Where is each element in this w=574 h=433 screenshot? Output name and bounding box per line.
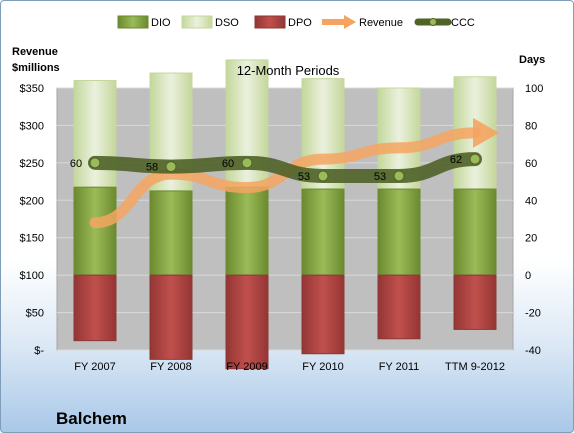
left-tick-label: $50 bbox=[26, 308, 44, 320]
right-tick-label: 60 bbox=[525, 158, 537, 170]
revenue-arrowhead bbox=[473, 117, 499, 148]
bar-dio bbox=[149, 190, 193, 276]
category-label: FY 2007 bbox=[74, 361, 115, 373]
legend-label-dpo: DPO bbox=[288, 17, 312, 29]
bar-dpo bbox=[73, 274, 117, 342]
right-tick-label: 20 bbox=[525, 233, 537, 245]
legend-label-dso: DSO bbox=[215, 17, 239, 29]
ccc-data-label: 60 bbox=[70, 158, 82, 170]
category-label: TTM 9-2012 bbox=[445, 361, 505, 373]
legend-swatch-dso bbox=[181, 15, 213, 29]
left-axis-label-line1: Revenue bbox=[12, 46, 58, 58]
ccc-data-label: 53 bbox=[298, 171, 310, 183]
ccc-data-label: 58 bbox=[146, 162, 158, 174]
series-line-ccc bbox=[88, 152, 482, 183]
bar-dio bbox=[453, 188, 497, 276]
bar-dpo bbox=[301, 274, 345, 355]
plot-area bbox=[56, 87, 514, 351]
legend-label-ccc: CCC bbox=[451, 17, 475, 29]
bar-dio bbox=[377, 188, 421, 276]
left-tick-label: $- bbox=[34, 345, 44, 357]
bar-dpo bbox=[149, 274, 193, 360]
ccc-point bbox=[89, 157, 101, 169]
ccc-point bbox=[165, 161, 177, 173]
legend-label-revenue: Revenue bbox=[359, 17, 403, 29]
right-tick-label: 40 bbox=[525, 195, 537, 207]
ccc-point bbox=[469, 153, 481, 165]
left-tick-label: $250 bbox=[20, 158, 44, 170]
bar-dio bbox=[225, 186, 269, 276]
ccc-point bbox=[393, 170, 405, 182]
category-label: FY 2010 bbox=[302, 361, 343, 373]
ccc-point bbox=[241, 157, 253, 169]
left-tick-label: $100 bbox=[20, 270, 44, 282]
company-name: Balchem bbox=[56, 409, 127, 428]
legend-swatch-dio bbox=[117, 15, 149, 29]
bar-dpo bbox=[225, 274, 269, 370]
left-tick-label: $150 bbox=[20, 233, 44, 245]
right-tick-label: -20 bbox=[525, 308, 541, 320]
right-tick-label: 80 bbox=[525, 120, 537, 132]
category-label: FY 2008 bbox=[150, 361, 191, 373]
bar-dio bbox=[301, 188, 345, 276]
right-tick-label: 100 bbox=[525, 83, 543, 95]
legend-swatch-dpo bbox=[254, 15, 286, 29]
ccc-data-label: 60 bbox=[222, 158, 234, 170]
left-tick-label: $200 bbox=[20, 195, 44, 207]
bar-dio bbox=[73, 186, 117, 276]
legend-marker-ccc bbox=[429, 18, 437, 26]
chart-title: 12-Month Periods bbox=[237, 63, 340, 78]
bar-dso bbox=[73, 80, 117, 188]
ccc-data-label: 53 bbox=[374, 171, 386, 183]
left-tick-label: $350 bbox=[20, 83, 44, 95]
right-tick-label: 0 bbox=[525, 270, 531, 282]
left-axis-label-line2: $millions bbox=[12, 62, 60, 74]
legend-label-dio: DIO bbox=[151, 17, 171, 29]
ccc-data-label: 62 bbox=[450, 154, 462, 166]
right-tick-label: -40 bbox=[525, 345, 541, 357]
category-label: FY 2009 bbox=[226, 361, 267, 373]
legend-arrow-revenue bbox=[344, 15, 356, 29]
bar-dpo bbox=[453, 274, 497, 330]
category-label: FY 2011 bbox=[379, 361, 420, 373]
left-tick-label: $300 bbox=[20, 120, 44, 132]
series-line-revenue bbox=[89, 127, 481, 229]
right-axis-label: Days bbox=[519, 54, 545, 66]
bar-dpo bbox=[377, 274, 421, 340]
ccc-point bbox=[317, 170, 329, 182]
